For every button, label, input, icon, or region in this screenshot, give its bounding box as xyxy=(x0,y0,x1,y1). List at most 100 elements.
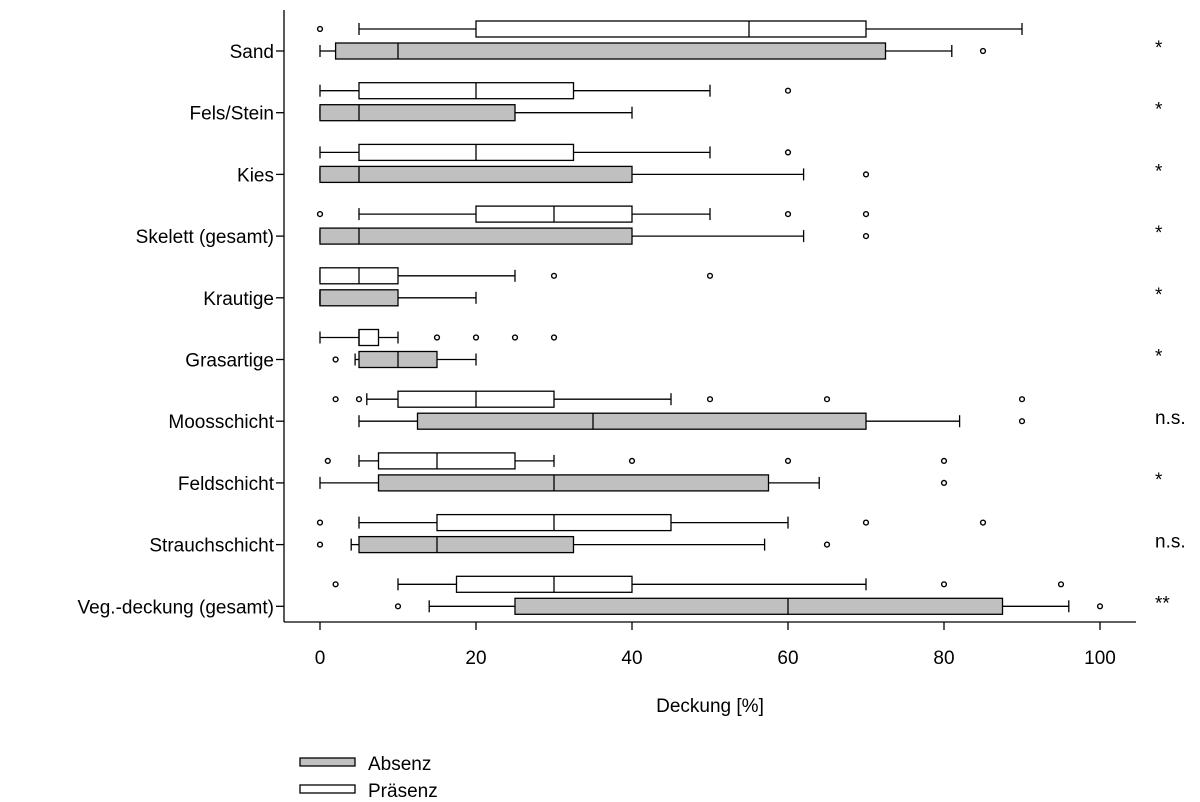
box-absenz xyxy=(319,289,477,307)
outlier-point xyxy=(862,519,870,526)
box-praesenz xyxy=(316,205,870,223)
category-labels: Sand Fels/Stein Kies Skelett (gesamt) Krauti… xyxy=(78,42,275,618)
outlier-point xyxy=(332,396,339,403)
significance-label: * xyxy=(1155,161,1163,182)
box-praesenz xyxy=(319,267,714,285)
iqr-box xyxy=(358,535,575,554)
category-row xyxy=(319,143,870,184)
iqr-box xyxy=(358,328,380,347)
box-praesenz xyxy=(324,452,948,470)
box-absenz xyxy=(332,350,477,369)
legend-item-praesenz: Präsenz xyxy=(299,781,438,802)
outlier-point xyxy=(940,457,948,465)
significance-label: * xyxy=(1155,285,1163,306)
box-absenz xyxy=(319,227,870,245)
legend-swatch-absenz xyxy=(299,757,356,767)
box-absenz xyxy=(319,165,870,184)
box-praesenz xyxy=(319,328,558,347)
outlier-point xyxy=(940,479,948,487)
category-label: Krautige xyxy=(203,289,274,310)
outlier-point xyxy=(355,396,363,403)
iqr-box xyxy=(319,227,633,245)
outlier-point xyxy=(706,396,714,403)
outlier-point xyxy=(784,457,792,465)
significance-label: n.s. xyxy=(1155,408,1186,429)
box-absenz xyxy=(319,474,948,492)
outlier-point xyxy=(316,25,324,33)
significance-label: * xyxy=(1155,38,1163,59)
box-absenz xyxy=(394,597,1104,615)
category-row xyxy=(332,390,1026,430)
category-label: Grasartige xyxy=(185,351,274,372)
outlier-point xyxy=(979,47,987,55)
category-label: Strauchschicht xyxy=(149,536,274,557)
iqr-box xyxy=(319,289,399,307)
iqr-box xyxy=(319,104,516,122)
significance-label: * xyxy=(1155,347,1163,368)
outlier-point xyxy=(784,211,792,218)
x-tick-label: 0 xyxy=(315,648,326,669)
x-tick-label: 20 xyxy=(465,648,486,669)
box-absenz xyxy=(316,535,831,554)
outlier-point xyxy=(1018,396,1026,403)
category-label: Fels/Stein xyxy=(190,104,274,125)
outlier-point xyxy=(324,457,331,465)
outlier-point xyxy=(332,356,339,363)
legend-swatch-praesenz xyxy=(299,784,356,794)
outlier-point xyxy=(823,541,831,548)
outlier-point xyxy=(394,603,402,610)
outlier-point xyxy=(433,334,441,341)
category-row xyxy=(316,20,1023,60)
outlier-point xyxy=(316,211,324,218)
category-row xyxy=(319,267,714,307)
plot-area xyxy=(276,20,1104,615)
iqr-box xyxy=(334,42,887,60)
outlier-point xyxy=(706,272,714,279)
category-label: Moosschicht xyxy=(168,412,274,433)
significance-labels: ******n.s.*n.s.** xyxy=(1155,38,1186,614)
outlier-point xyxy=(332,581,339,588)
box-absenz xyxy=(358,412,1026,430)
outlier-point xyxy=(316,541,324,548)
iqr-box xyxy=(475,20,867,38)
outlier-point xyxy=(550,272,558,279)
outlier-point xyxy=(862,233,870,240)
iqr-box xyxy=(319,165,633,184)
iqr-box xyxy=(455,575,633,593)
outlier-point xyxy=(784,149,792,156)
x-axis-ticks: 0 20 40 60 80 100 xyxy=(315,622,1116,669)
outlier-point xyxy=(472,334,480,341)
category-label: Feldschicht xyxy=(178,474,275,495)
x-tick-label: 80 xyxy=(933,648,954,669)
outlier-point xyxy=(940,581,948,588)
category-label: Veg.-deckung (gesamt) xyxy=(78,597,274,618)
iqr-box xyxy=(358,82,575,100)
category-row xyxy=(316,513,987,554)
outlier-point xyxy=(316,519,324,526)
legend-item-absenz: Absenz xyxy=(299,754,431,775)
category-label: Sand xyxy=(230,42,274,63)
significance-label: * xyxy=(1155,470,1163,491)
category-label: Skelett (gesamt) xyxy=(136,227,274,248)
outlier-point xyxy=(1018,418,1026,425)
outlier-point xyxy=(784,87,792,94)
outlier-point xyxy=(628,457,636,465)
legend-label-absenz: Absenz xyxy=(368,754,431,775)
significance-label: * xyxy=(1155,100,1163,121)
category-row xyxy=(319,328,558,369)
outlier-point xyxy=(550,334,558,341)
outlier-point xyxy=(862,211,870,218)
box-absenz xyxy=(319,104,633,122)
box-praesenz xyxy=(316,20,1023,38)
box-praesenz xyxy=(332,390,1026,408)
outlier-point xyxy=(511,334,519,341)
outlier-point xyxy=(1096,603,1104,610)
category-label: Kies xyxy=(237,165,274,186)
outlier-point xyxy=(1057,581,1065,588)
x-axis-title: Deckung [%] xyxy=(656,696,764,717)
significance-label: ** xyxy=(1155,593,1170,614)
significance-label: * xyxy=(1155,223,1163,244)
outlier-point xyxy=(979,519,987,526)
iqr-box xyxy=(416,412,867,430)
